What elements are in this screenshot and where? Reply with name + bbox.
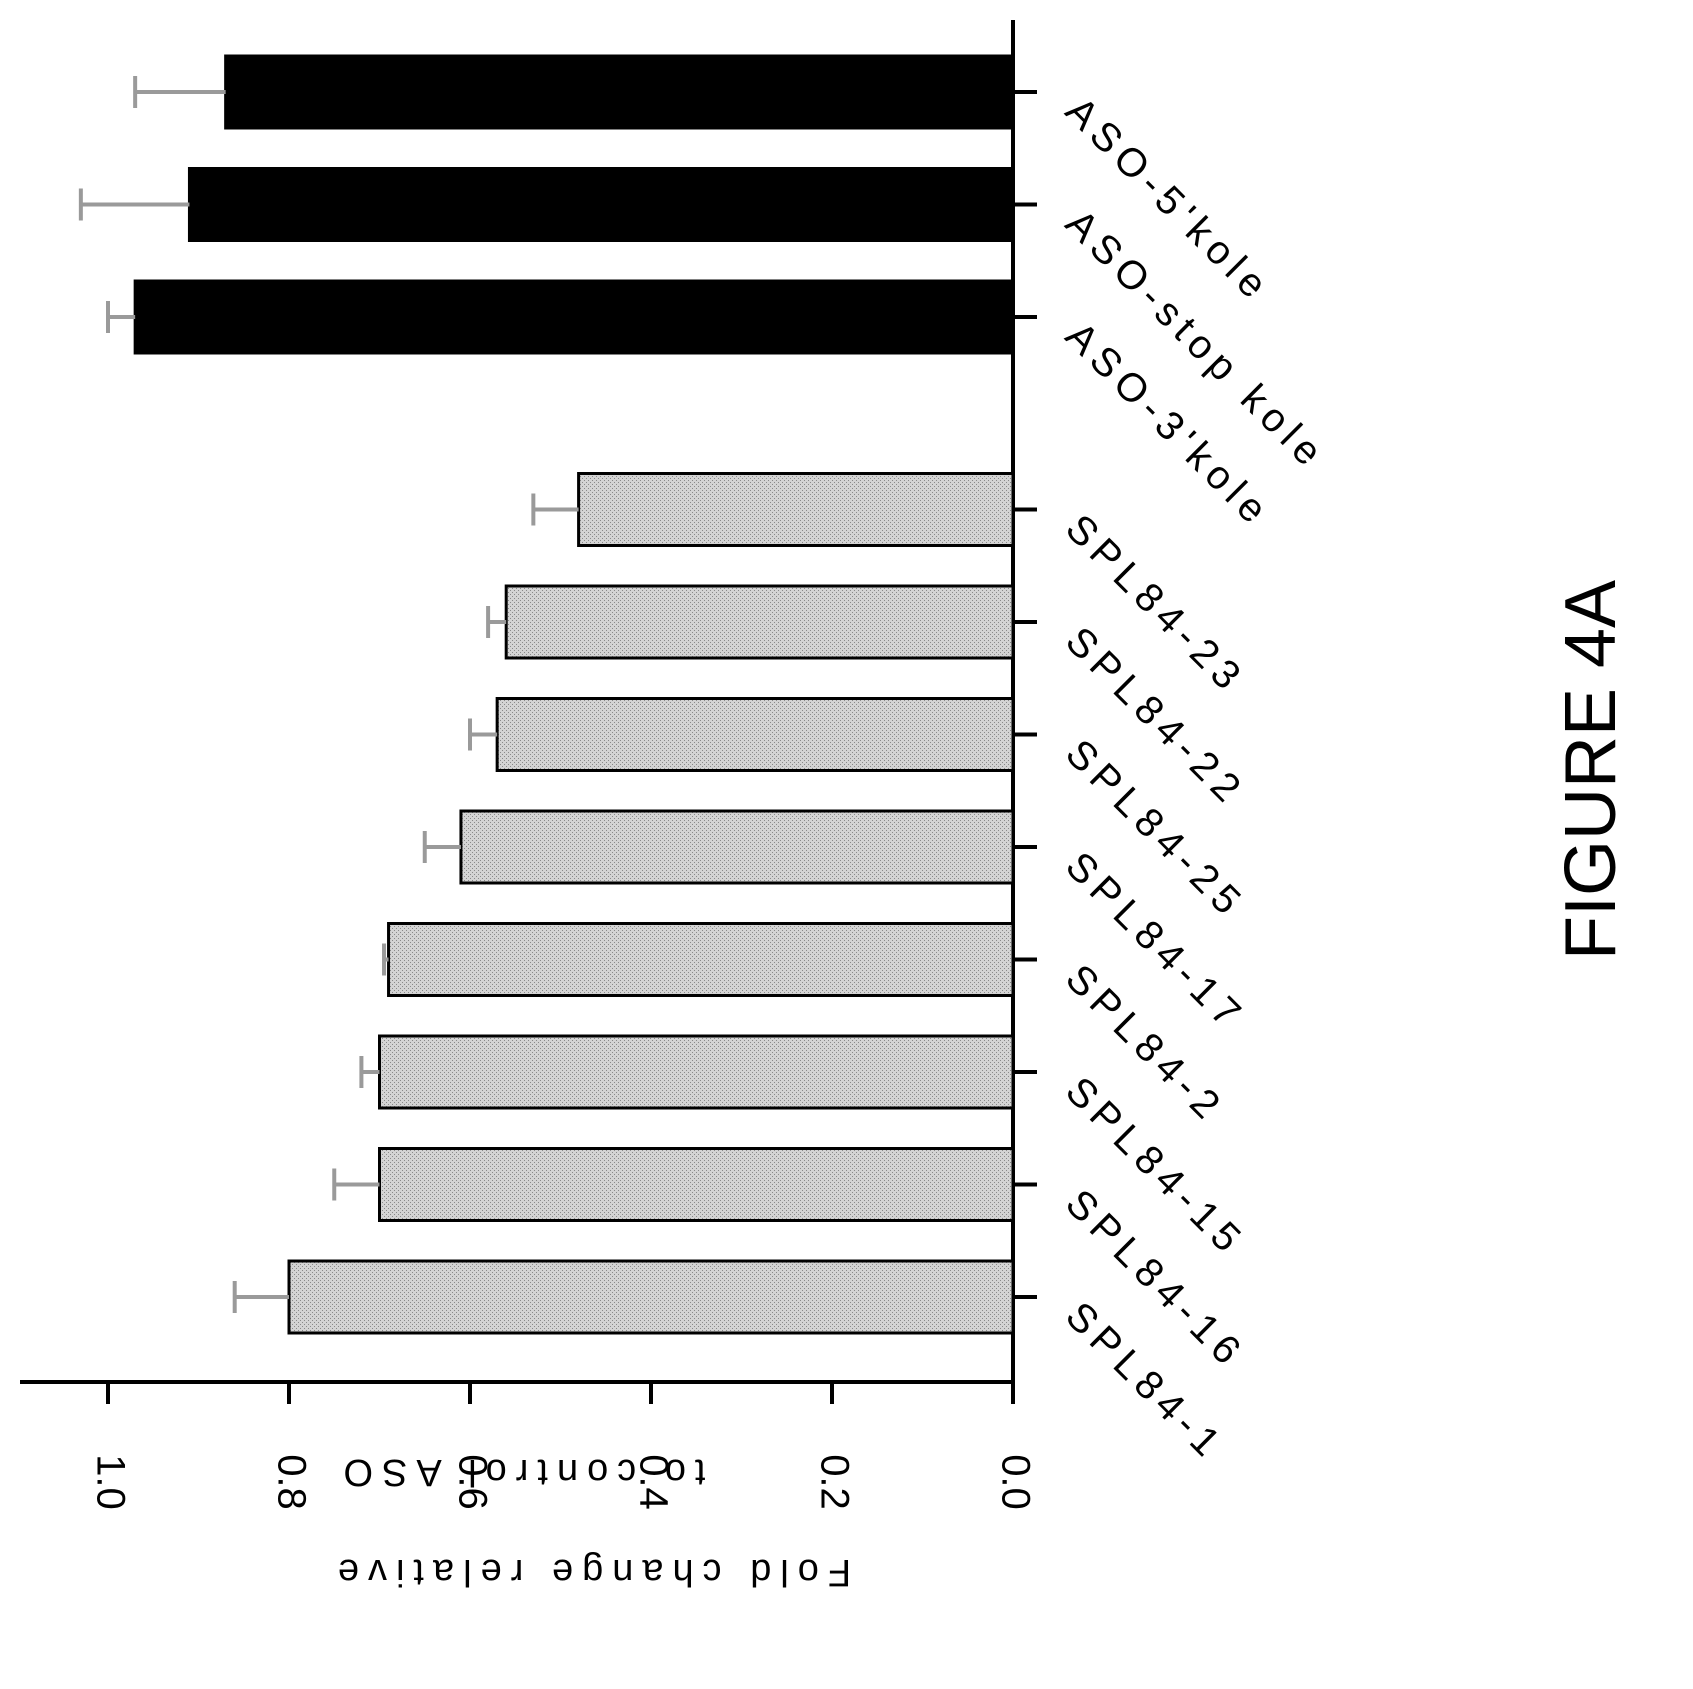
bar: [387, 922, 1015, 997]
bar: [495, 697, 1015, 772]
value-tick-label: 1.0: [88, 1454, 132, 1510]
axis-title-line1: Fold change relative: [329, 1551, 851, 1593]
value-tick-label: 0.4: [631, 1454, 675, 1510]
value-tick-label: 0.2: [812, 1454, 856, 1510]
value-tick-label: 0.0: [993, 1454, 1037, 1510]
bar: [459, 809, 1015, 885]
value-tick-label: 0.6: [450, 1454, 494, 1510]
bar: [224, 54, 1015, 130]
bar: [287, 1259, 1015, 1335]
bar: [187, 167, 1015, 242]
value-tick-label: 0.8: [269, 1454, 313, 1510]
axis-title: Fold change relative to control ASO: [329, 1451, 851, 1593]
plot-area: 0.00.20.40.60.81.0SPL84-1SPL84-16SPL84-1…: [20, 20, 1335, 1510]
bar: [133, 279, 1015, 355]
bar: [577, 472, 1015, 547]
axis-title-line2: to control ASO: [334, 1451, 705, 1493]
figure-label: FIGURE 4A: [1551, 580, 1631, 960]
bar: [378, 1034, 1015, 1110]
category-label: ASO-5'kole: [1057, 89, 1280, 312]
bar: [504, 584, 1015, 660]
bar: [378, 1147, 1015, 1222]
category-label: ASO-3'kole: [1057, 314, 1280, 537]
